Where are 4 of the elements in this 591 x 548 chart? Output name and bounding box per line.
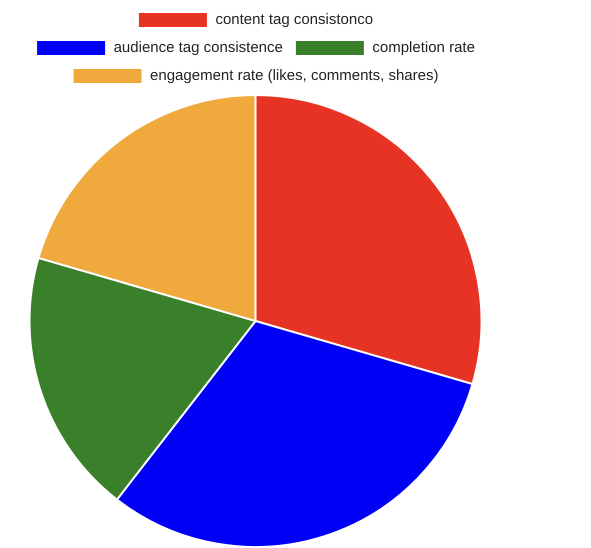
legend-label: audience tag consistence	[114, 39, 283, 56]
legend-label: completion rate	[372, 39, 475, 56]
legend-label: engagement rate (likes, comments, shares)	[150, 67, 438, 84]
legend-label: content tag consistonco	[215, 11, 374, 28]
